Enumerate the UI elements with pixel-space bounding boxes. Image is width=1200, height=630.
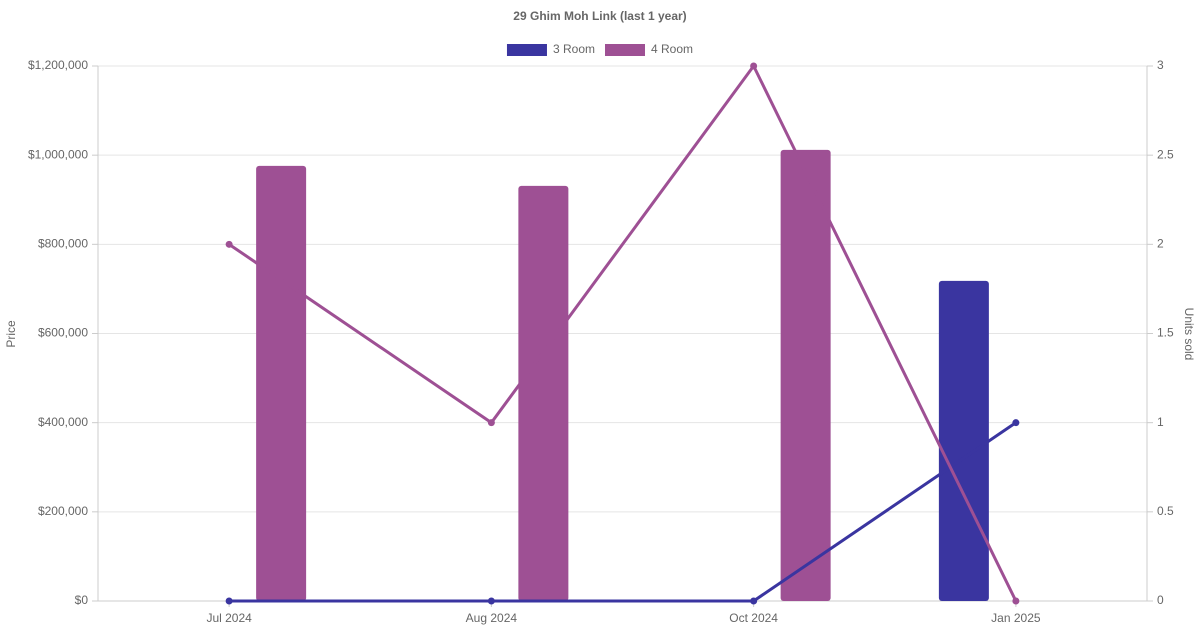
y2-tick-label: 0	[1157, 593, 1164, 607]
legend-swatch	[605, 44, 645, 56]
y-tick-label: $1,000,000	[28, 147, 88, 161]
y2-tick-label: 0.5	[1157, 504, 1174, 518]
units-point	[487, 419, 495, 427]
x-tick-label: Jan 2025	[991, 611, 1041, 625]
y2-tick-label: 2	[1157, 237, 1164, 251]
units-point	[1012, 419, 1020, 427]
y2-tick-label: 1.5	[1157, 326, 1174, 340]
units-line	[229, 421, 1017, 603]
chart-title: 29 Ghim Moh Link (last 1 year)	[513, 9, 686, 23]
legend-label: 3 Room	[553, 42, 595, 56]
units-point	[487, 597, 495, 605]
y2-tick-label: 3	[1157, 58, 1164, 72]
legend-swatch	[506, 44, 547, 56]
y2-axis-label: Units sold	[1182, 308, 1196, 361]
y-tick-label: $600,000	[38, 326, 88, 340]
x-tick-label: Jul 2024	[206, 611, 252, 625]
bar	[938, 280, 989, 601]
units-point	[750, 62, 758, 70]
y2-tick-label: 1	[1157, 415, 1164, 429]
units-point	[225, 597, 233, 605]
y-tick-label: $200,000	[38, 504, 88, 518]
x-tick-label: Oct 2024	[729, 611, 778, 625]
units-line	[228, 63, 1018, 602]
bar	[780, 149, 831, 602]
bar	[518, 185, 569, 601]
y-tick-label: $0	[75, 593, 89, 607]
units-point	[750, 597, 758, 605]
y-tick-label: $1,200,000	[28, 58, 88, 72]
bar	[256, 165, 307, 601]
y-tick-label: $400,000	[38, 415, 88, 429]
y2-tick-label: 2.5	[1157, 147, 1174, 161]
units-point	[225, 240, 233, 248]
y-axis-label: Price	[4, 320, 18, 348]
x-tick-label: Aug 2024	[466, 611, 518, 625]
units-point	[1012, 597, 1020, 605]
y-tick-label: $800,000	[38, 237, 88, 251]
legend-label: 4 Room	[651, 42, 693, 56]
